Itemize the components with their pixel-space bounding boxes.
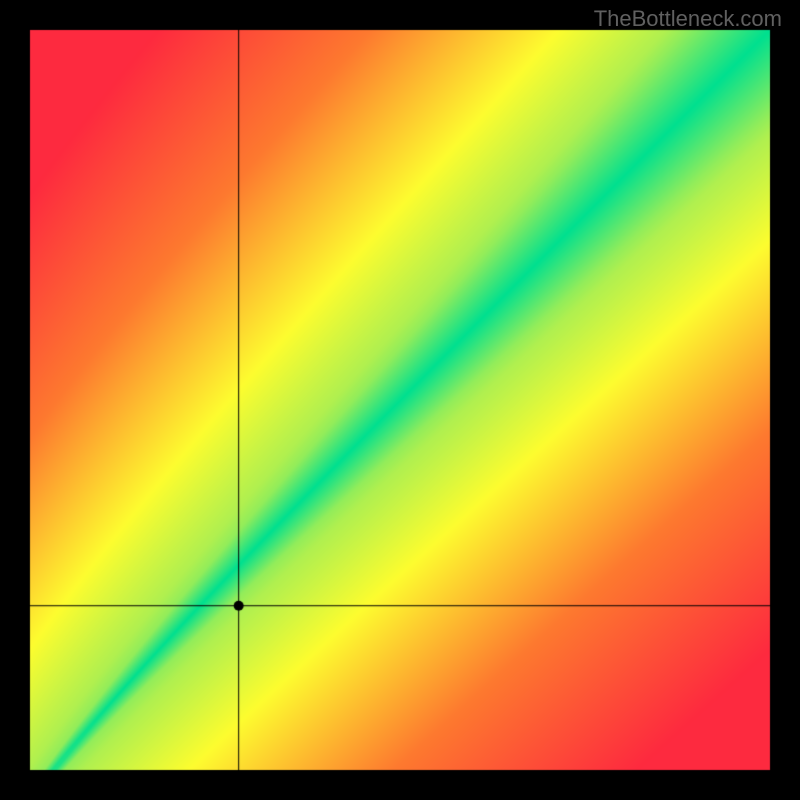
bottleneck-heatmap-canvas	[0, 0, 800, 800]
chart-container: TheBottleneck.com	[0, 0, 800, 800]
watermark-text: TheBottleneck.com	[594, 6, 782, 32]
